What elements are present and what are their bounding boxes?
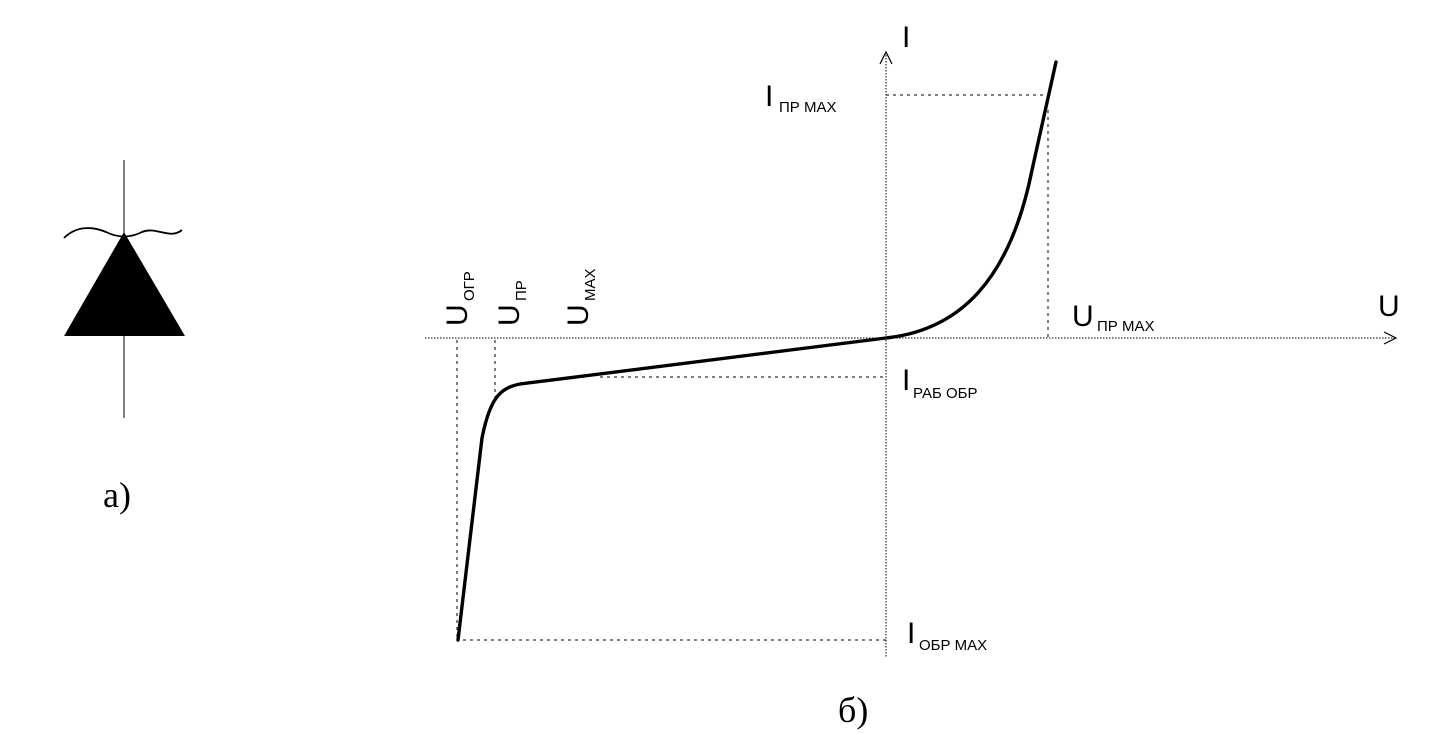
svg-text:I: I <box>765 80 773 113</box>
svg-text:ПР МАХ: ПР МАХ <box>779 99 836 116</box>
label-u-ogr: U ОГР <box>441 271 478 326</box>
svg-text:U: U <box>562 304 595 326</box>
svg-text:ПР МАХ: ПР МАХ <box>1097 318 1154 335</box>
i-axis-label: I <box>902 21 910 54</box>
svg-text:I: I <box>902 364 910 397</box>
label-i-pr-max: I ПР МАХ <box>765 80 836 116</box>
svg-text:I: I <box>907 617 915 650</box>
svg-text:ПР: ПР <box>513 280 530 301</box>
svg-text:РАБ ОБР: РАБ ОБР <box>913 385 978 402</box>
label-i-obr-max: I ОБР МАХ <box>907 617 987 654</box>
i-axis-arrow <box>879 50 893 65</box>
label-u-pr-max: U ПР МАХ <box>1072 300 1154 335</box>
svg-text:МАХ: МАХ <box>582 268 599 301</box>
diode-triangle <box>64 232 185 336</box>
panel-a: а) <box>63 160 185 515</box>
label-u-max: U МАХ <box>562 268 599 326</box>
label-i-rab-obr: I РАБ ОБР <box>902 364 978 402</box>
iv-curve <box>456 60 1058 642</box>
svg-text:U: U <box>441 304 474 326</box>
svg-text:ОГР: ОГР <box>461 271 478 301</box>
u-axis-label: U <box>1378 290 1400 323</box>
svg-text:U: U <box>1072 300 1094 333</box>
caption-a: а) <box>103 475 131 515</box>
label-u-pr: U ПР <box>493 280 530 326</box>
svg-text:U: U <box>493 304 526 326</box>
caption-b: б) <box>838 690 868 730</box>
u-axis-arrow <box>1383 331 1398 345</box>
svg-text:ОБР МАХ: ОБР МАХ <box>919 637 987 654</box>
panel-b: I U I ПР МАХ U ПР МАХ I РАБ ОБР I ОБР МА… <box>425 21 1400 730</box>
